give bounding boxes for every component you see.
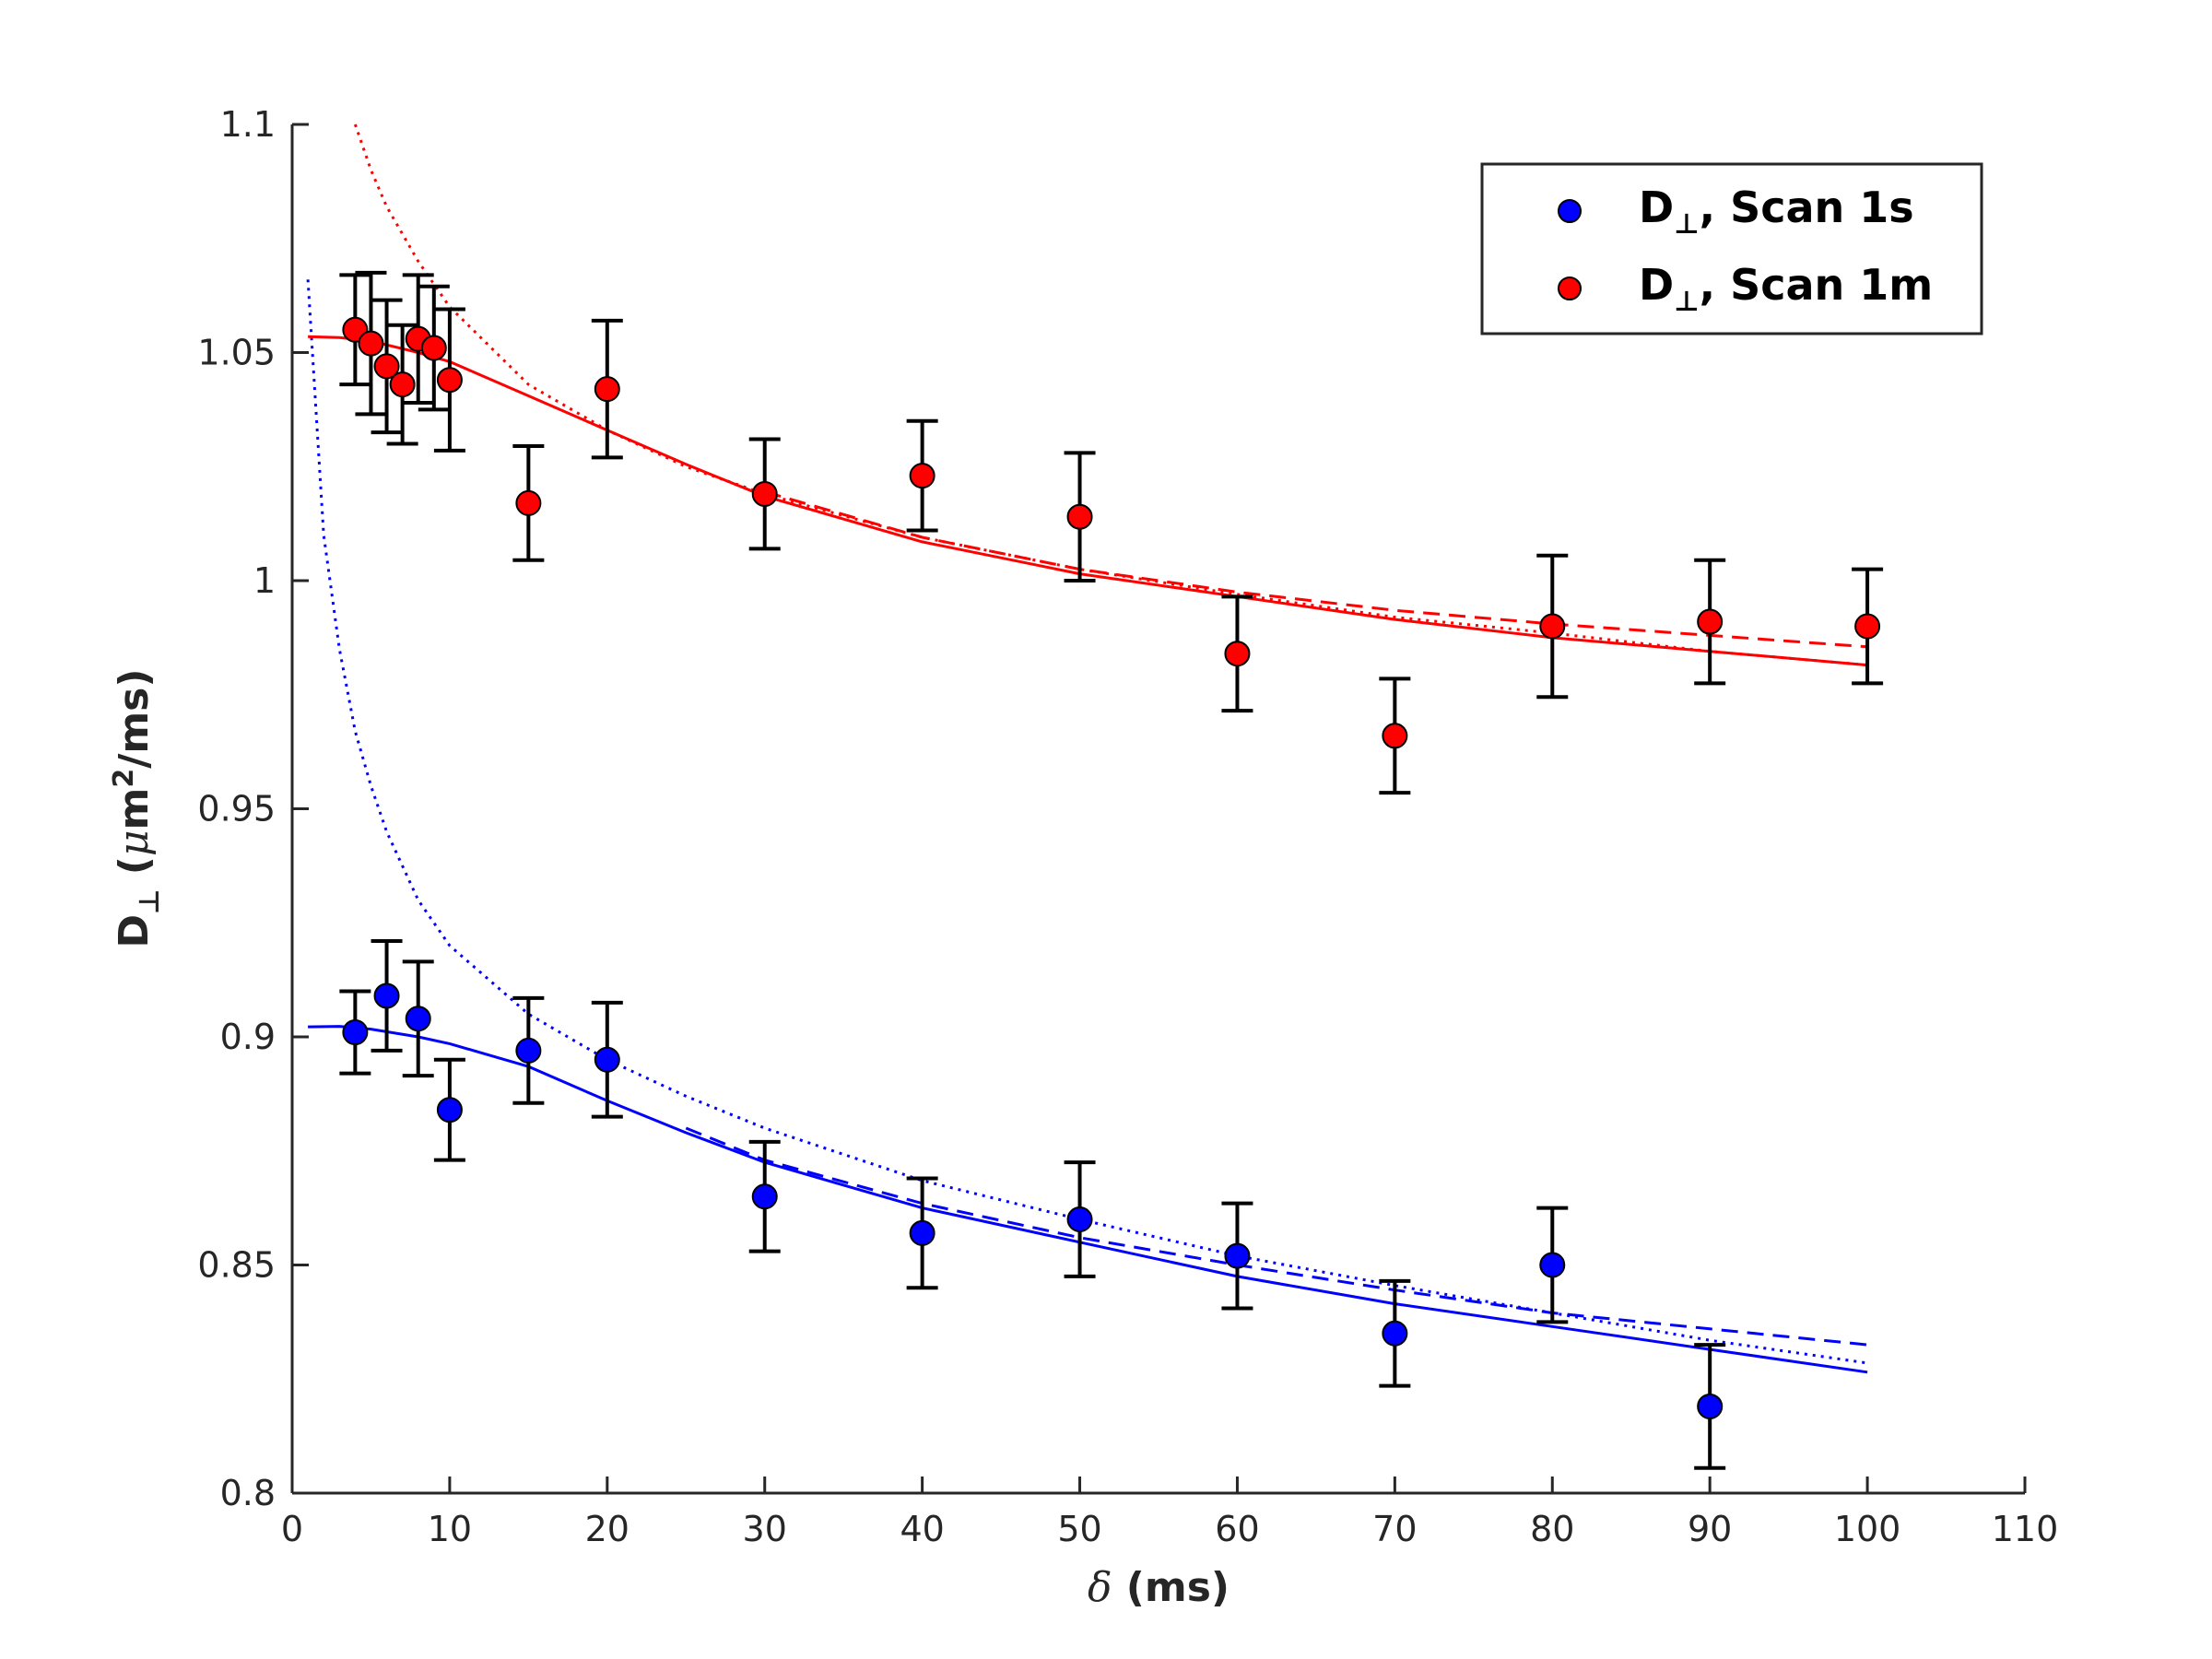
data-point-scan-1m (1539, 613, 1566, 640)
legend: D⊥, Scan 1s D⊥, Scan 1m (1480, 162, 1983, 335)
y-axis-main: D (111, 914, 158, 948)
legend-1s-rest: , Scan 1s (1700, 182, 1914, 232)
data-point-scan-1s (515, 1037, 542, 1064)
x-tick-label: 110 (1992, 1509, 2059, 1549)
fit-curves (306, 124, 1868, 1374)
x-tick-label: 30 (743, 1509, 787, 1549)
data-point-scan-1m (436, 367, 463, 394)
y-tick-label: 1 (253, 560, 276, 601)
x-tick-label: 20 (585, 1509, 629, 1549)
y-tick-label: 0.8 (220, 1473, 276, 1513)
data-point-scan-1m (1066, 503, 1093, 530)
data-point-scan-1m (909, 463, 935, 489)
legend-box (1480, 162, 1983, 335)
data-point-scan-1s (1539, 1252, 1566, 1278)
data-point-scan-1m (373, 353, 400, 380)
data-points (342, 316, 1881, 1419)
data-point-scan-1m (594, 376, 620, 403)
legend-marker-scan-1m (1558, 276, 1582, 300)
data-point-scan-1m (515, 489, 542, 516)
y-axis-title: D⊥ (μm2/ms) (108, 669, 166, 948)
legend-1m-rest: , Scan 1m (1700, 260, 1934, 310)
fit-curve-solid-scan-1s (308, 1025, 1868, 1374)
legend-1s-sub: ⊥ (1674, 208, 1699, 241)
data-point-scan-1s (1382, 1320, 1408, 1347)
y-axis-sup: 2 (108, 769, 140, 788)
data-point-scan-1s (751, 1183, 778, 1210)
x-tick-label: 70 (1372, 1509, 1417, 1549)
data-point-scan-1s (594, 1046, 620, 1073)
data-point-scan-1m (389, 371, 416, 398)
y-axis-unit-pre: ( (111, 856, 158, 888)
x-ticks: 0 10 20 30 40 50 60 70 80 90 100 110 (281, 1477, 2058, 1549)
legend-1m-sub: ⊥ (1674, 286, 1699, 318)
data-point-scan-1s (405, 1006, 431, 1032)
y-tick-label: 0.9 (220, 1017, 276, 1057)
data-point-scan-1s (342, 1019, 369, 1046)
y-axis-unit-mid: m (111, 788, 158, 830)
y-tick-label: 0.95 (197, 789, 276, 830)
y-axis-sub: ⊥ (134, 889, 166, 914)
x-tick-label: 90 (1688, 1509, 1732, 1549)
legend-1m-main: D (1639, 260, 1674, 310)
data-point-scan-1s (436, 1097, 463, 1124)
legend-label-scan-1s: D⊥, Scan 1s (1639, 182, 1914, 241)
data-point-scan-1m (358, 330, 384, 357)
data-point-scan-1s (1066, 1206, 1093, 1232)
x-tick-label: 10 (428, 1509, 472, 1549)
y-tick-label: 1.1 (220, 104, 276, 145)
x-tick-label: 0 (281, 1509, 303, 1549)
plot-area (306, 124, 1884, 1470)
data-point-scan-1m (1224, 641, 1251, 667)
data-point-scan-1m (1382, 723, 1408, 749)
x-tick-label: 80 (1530, 1509, 1574, 1549)
x-tick-label: 100 (1834, 1509, 1901, 1549)
legend-marker-scan-1s (1558, 199, 1582, 223)
x-tick-label: 40 (900, 1509, 944, 1549)
data-point-scan-1s (373, 982, 400, 1009)
data-point-scan-1m (1854, 613, 1881, 640)
y-ticks: 0.8 0.85 0.9 0.95 1 1.05 1.1 (197, 104, 309, 1513)
data-point-scan-1s (909, 1219, 935, 1246)
data-point-scan-1m (1697, 608, 1724, 635)
data-point-scan-1s (1697, 1393, 1724, 1419)
data-point-scan-1m (751, 480, 778, 507)
legend-1s-main: D (1639, 182, 1674, 232)
x-axis-symbol: δ (1088, 1564, 1112, 1611)
legend-label-scan-1m: D⊥, Scan 1m (1639, 260, 1933, 318)
y-tick-label: 1.05 (197, 333, 276, 373)
data-point-scan-1m (420, 335, 447, 361)
x-axis-unit: (ms) (1112, 1564, 1230, 1611)
y-axis-mu: μ (111, 830, 158, 856)
y-axis-unit-post: /ms) (111, 669, 158, 769)
x-axis-title: δ (ms) (1088, 1564, 1230, 1611)
fit-curve-solid-scan-1m (308, 335, 1868, 667)
x-tick-label: 50 (1057, 1509, 1101, 1549)
fit-curve-dashed-scan-1m (764, 490, 1868, 649)
data-point-scan-1s (1224, 1242, 1251, 1269)
y-tick-label: 0.85 (197, 1245, 276, 1286)
x-tick-label: 60 (1215, 1509, 1259, 1549)
